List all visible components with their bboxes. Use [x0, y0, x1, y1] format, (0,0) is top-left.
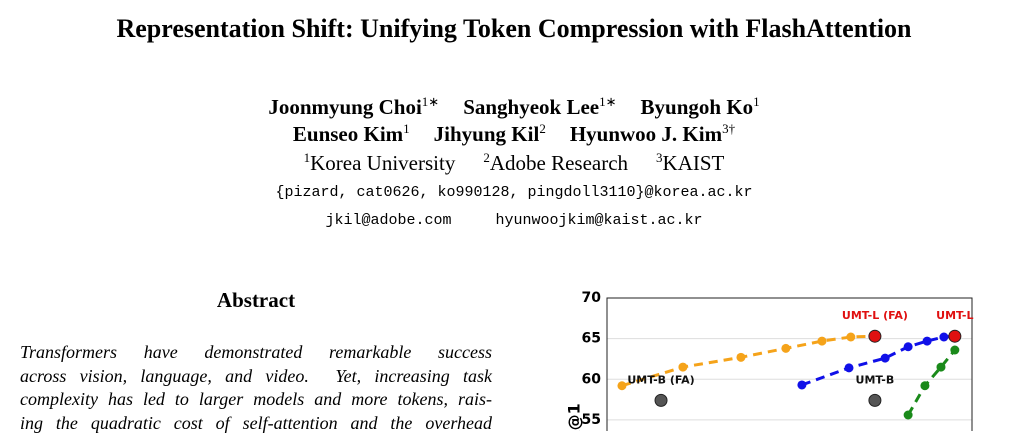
point — [881, 354, 890, 363]
annotation-label: UMT-L (FA) — [842, 309, 908, 322]
point — [936, 363, 945, 372]
point — [781, 344, 790, 353]
point — [923, 337, 932, 346]
point — [797, 380, 806, 389]
y-tick-label: 70 — [582, 290, 602, 306]
point — [939, 333, 948, 342]
annotation-point — [869, 394, 881, 406]
annotation-label: UMT-B (FA) — [627, 373, 694, 386]
annotation-point — [655, 394, 667, 406]
series-line — [908, 350, 955, 415]
y-tick-label: 60 — [582, 371, 602, 387]
annotation-label: UMT-B — [856, 373, 895, 386]
y-axis-label: R@1 — [565, 403, 584, 431]
point — [950, 346, 959, 355]
annotation-point — [949, 330, 961, 342]
point — [617, 381, 626, 390]
y-tick-label: 65 — [582, 331, 601, 347]
annotation-label: UMT-L — [936, 309, 973, 322]
point — [678, 363, 687, 372]
annotation-point — [869, 330, 881, 342]
point — [920, 381, 929, 390]
point — [736, 353, 745, 362]
point — [904, 342, 913, 351]
y-tick-label: 55 — [582, 412, 601, 428]
point — [844, 363, 853, 372]
point — [904, 411, 913, 420]
point — [846, 333, 855, 342]
plot-frame — [607, 298, 972, 431]
point — [817, 337, 826, 346]
